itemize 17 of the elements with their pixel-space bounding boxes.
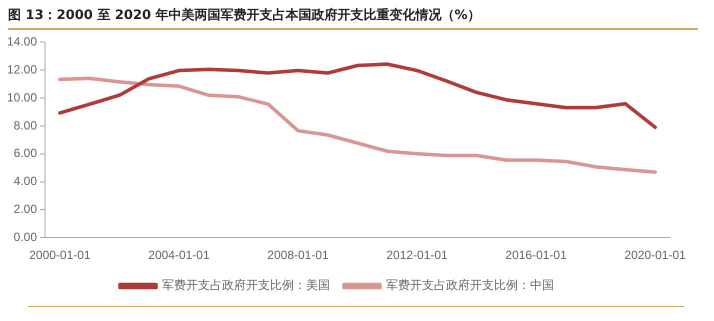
x-tick-label: 2020-01-01 [624, 248, 686, 262]
y-tick-label: 2.00 [14, 202, 38, 216]
x-tick-label: 2012-01-01 [386, 248, 448, 262]
x-tick-label: 2008-01-01 [267, 248, 330, 262]
y-tick-label: 0.00 [14, 230, 38, 244]
x-tick-label: 2004-01-01 [148, 248, 210, 262]
chart-title: 图 13：2000 至 2020 年中美两国军费开支占本国政府开支比重变化情况（%） [8, 6, 481, 24]
x-tick-label: 2000-01-01 [29, 248, 91, 262]
y-tick-label: 6.00 [14, 146, 38, 160]
y-tick-label: 14.00 [7, 34, 38, 49]
legend-label: 军费开支占政府开支比例：中国 [386, 278, 554, 292]
x-tick-label: 2016-01-01 [505, 248, 568, 262]
y-tick-label: 8.00 [14, 118, 38, 132]
y-tick-label: 10.00 [7, 90, 38, 104]
y-tick-label: 4.00 [14, 174, 38, 188]
legend-label: 军费开支占政府开支比例：美国 [162, 278, 330, 292]
y-tick-label: 12.00 [7, 62, 38, 76]
